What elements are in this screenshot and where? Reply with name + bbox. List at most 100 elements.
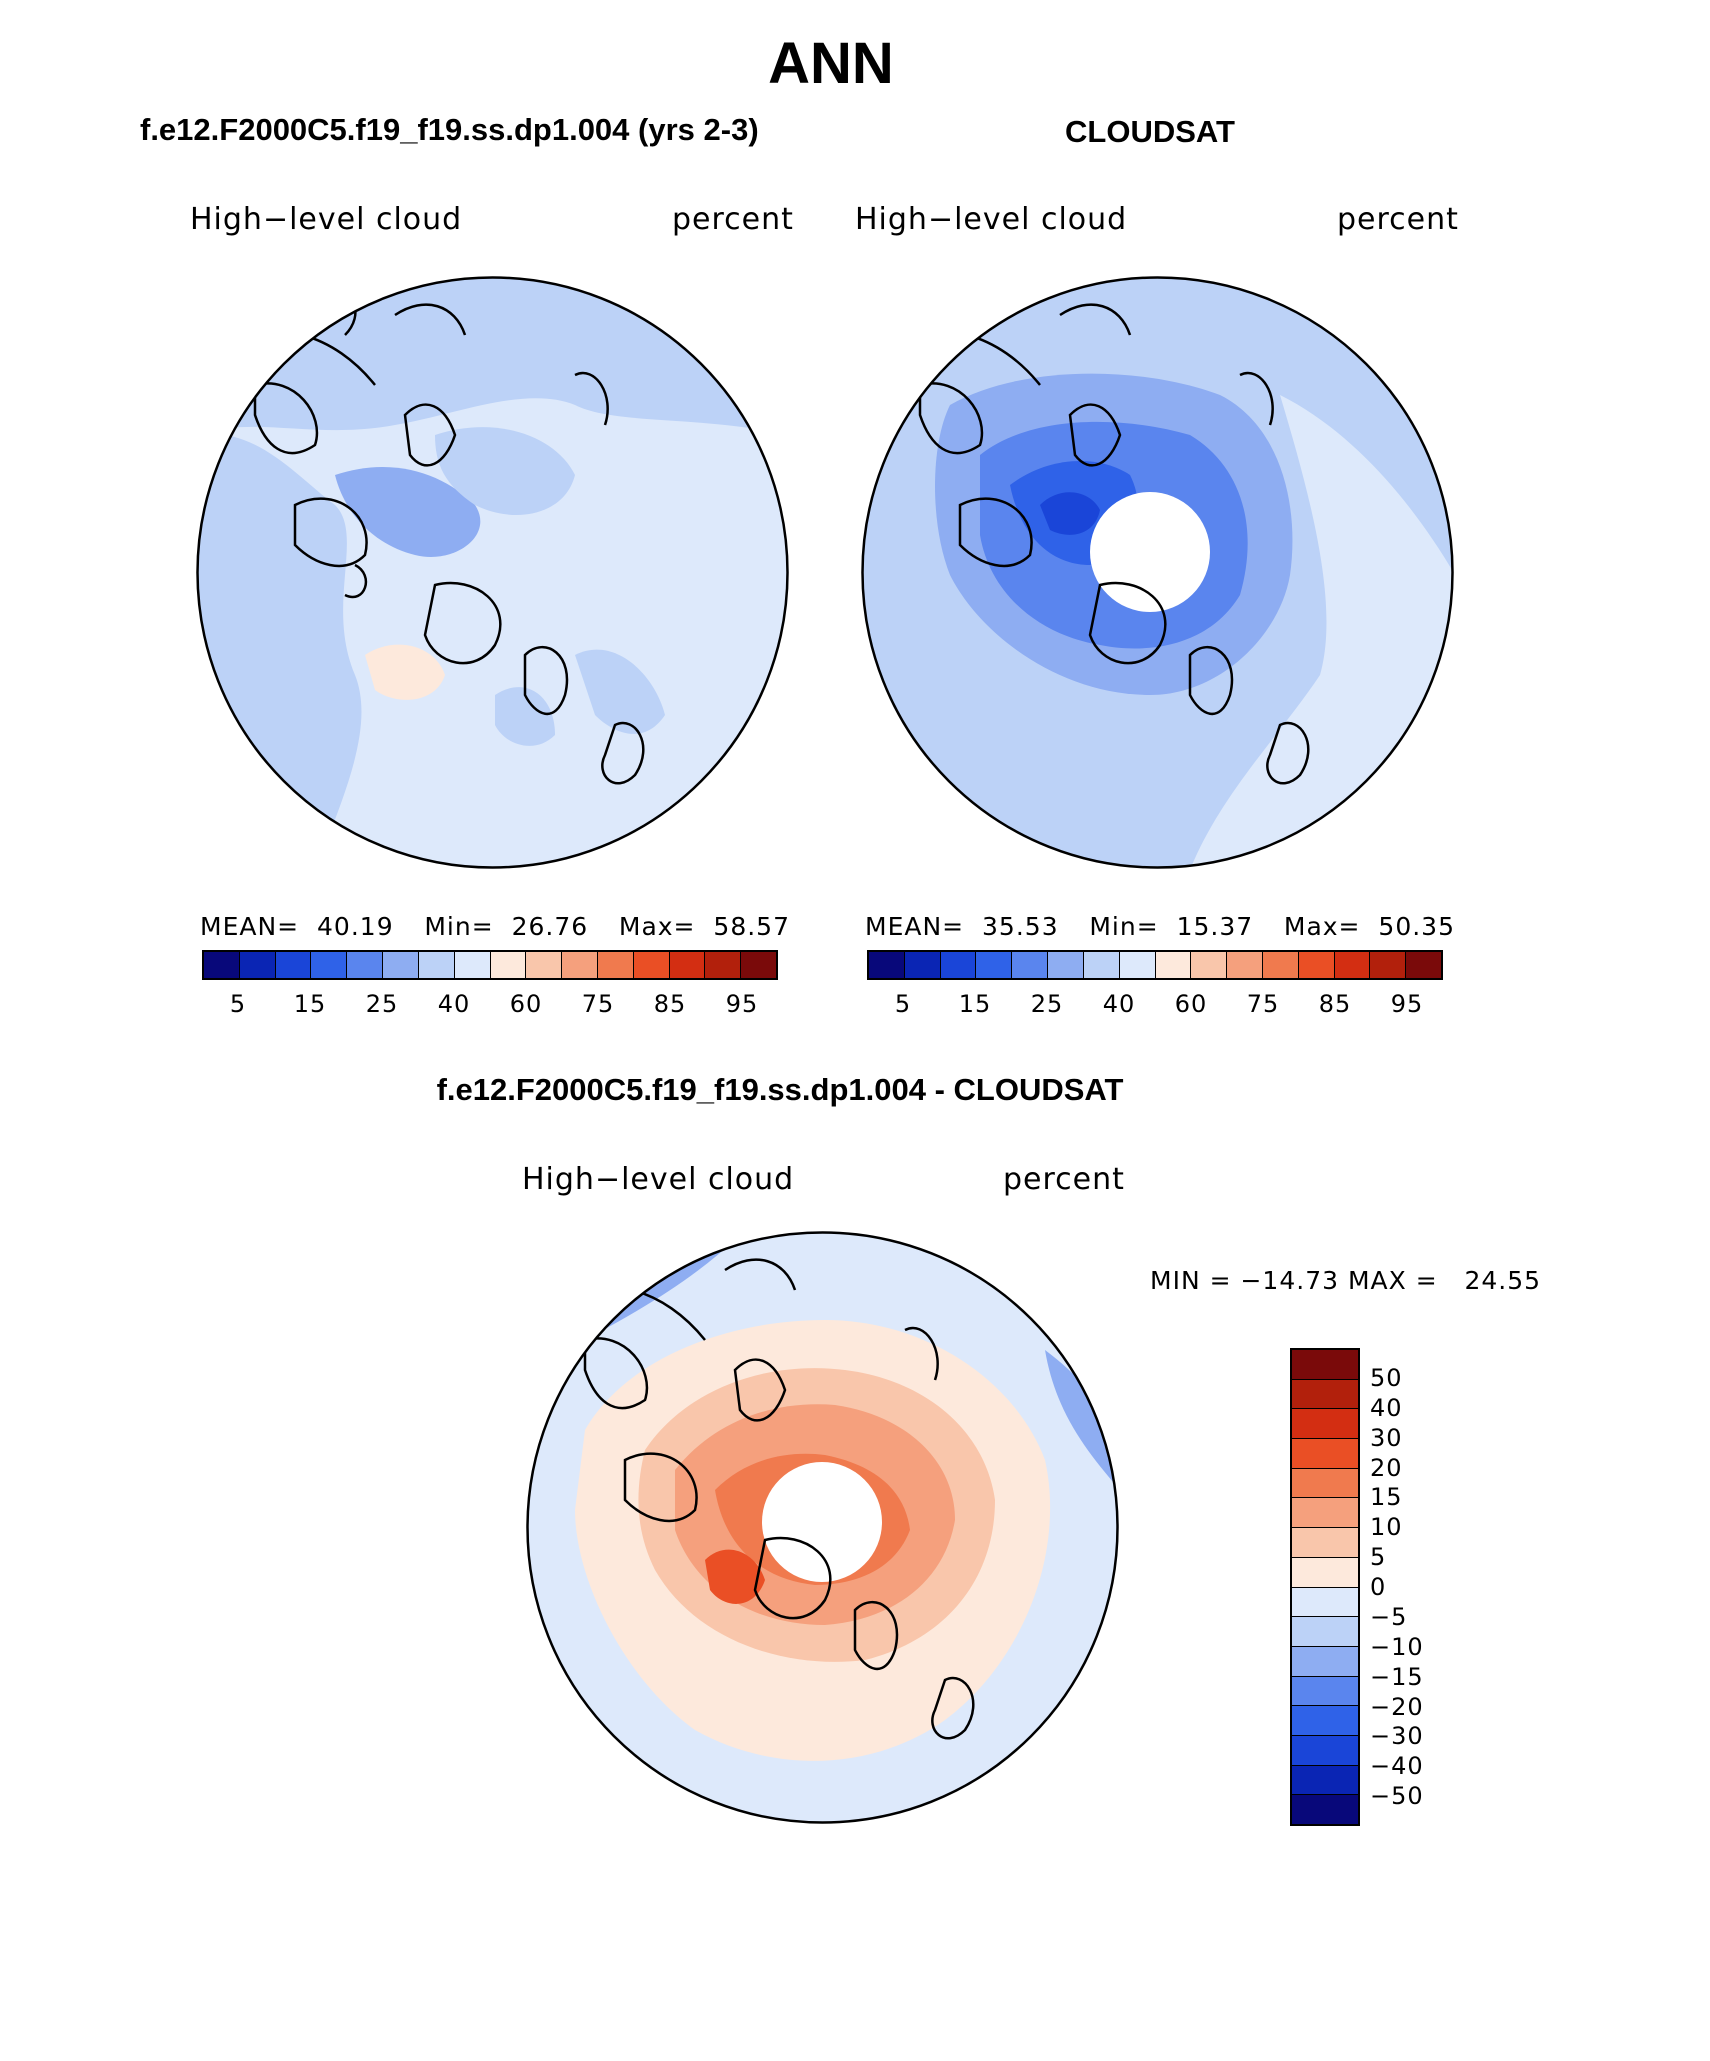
- colorbar-box: [1292, 1350, 1358, 1380]
- max-value: 58.57: [713, 912, 790, 941]
- colorbar-box: [311, 952, 348, 978]
- colorbar-box: [1292, 1557, 1358, 1588]
- colorbar-box: [940, 952, 977, 978]
- colorbar-tick-label: 25: [1030, 990, 1064, 1018]
- colorbar-model: [202, 950, 778, 980]
- colorbar-box: [275, 952, 312, 978]
- colorbar-box: [490, 952, 527, 978]
- colorbar-tick-label: 5: [1370, 1543, 1387, 1572]
- panel-2-variable-label: High−level cloud: [855, 202, 1128, 237]
- colorbar-box: [526, 952, 563, 978]
- main-title: ANN: [768, 31, 894, 96]
- colorbar-box: [1334, 952, 1371, 978]
- map-fill-25-40: [435, 427, 575, 515]
- colorbar-cloudsat-ticks: 5 15 25 40 60 75 85 95: [867, 990, 1443, 1020]
- colorbar-box: [1048, 952, 1084, 978]
- diff-panel-title: f.e12.F2000C5.f19_f19.ss.dp1.004 - CLOUD…: [436, 1072, 1124, 1107]
- map-fill-20-30: [705, 1549, 765, 1604]
- colorbar-tick-label: 15: [958, 990, 992, 1018]
- colorbar-box: [1292, 1587, 1358, 1618]
- colorbar-box: [633, 952, 670, 978]
- colorbar-box: [869, 952, 905, 978]
- colorbar-tick-label: 30: [1370, 1423, 1403, 1452]
- colorbar-box: [239, 952, 276, 978]
- panel-1-variable-label: High−level cloud: [190, 202, 463, 237]
- map-fill-neg20-neg15: [527, 1232, 645, 1310]
- diff-minmax: MIN = −14.73 MAX = 24.55: [1150, 1266, 1542, 1295]
- colorbar-box: [705, 952, 742, 978]
- colorbar-tick-label: 75: [581, 990, 615, 1018]
- colorbar-tick-label: −40: [1370, 1752, 1424, 1781]
- colorbar-box: [1370, 952, 1407, 978]
- panel-2-units-label: percent: [1337, 202, 1459, 237]
- colorbar-box: [1155, 952, 1192, 978]
- colorbar-tick-label: −10: [1370, 1632, 1424, 1661]
- colorbar-tick-label: 15: [1370, 1483, 1403, 1512]
- colorbar-difference-ticks: 50 40 30 20 15 10 5 0 −5 −10 −15 −20 −30 −40 −50: [1370, 1348, 1460, 1826]
- max-value: 50.35: [1378, 912, 1455, 941]
- model-polar-map: [196, 276, 789, 869]
- map-fill-neg15-neg10: [1045, 1350, 1118, 1490]
- colorbar-box: [1083, 952, 1120, 978]
- colorbar-tick-label: 95: [725, 990, 759, 1018]
- map-border: [861, 276, 1454, 869]
- colorbar-tick-label: 40: [1370, 1393, 1403, 1422]
- colorbar-tick-label: 40: [1102, 990, 1136, 1018]
- colorbar-box: [1227, 952, 1263, 978]
- map-fill-15-25: [335, 466, 481, 557]
- colorbar-box: [1298, 952, 1335, 978]
- colorbar-box: [1292, 1617, 1358, 1647]
- colorbar-tick-label: −15: [1370, 1662, 1424, 1691]
- colorbar-difference: [1290, 1348, 1360, 1826]
- colorbar-box: [383, 952, 419, 978]
- colorbar-box: [204, 952, 240, 978]
- colorbar-box: [1292, 1646, 1358, 1677]
- colorbar-tick-label: 25: [365, 990, 399, 1018]
- colorbar-box: [1292, 1498, 1358, 1529]
- colorbar-box: [597, 952, 634, 978]
- colorbar-box: [669, 952, 706, 978]
- map-border: [526, 1231, 1119, 1824]
- max-label: Max=: [1283, 912, 1361, 941]
- colorbar-box: [562, 952, 598, 978]
- map-fill-lowest: [1040, 492, 1100, 535]
- map-fill-25-40: [495, 687, 555, 746]
- colorbar-tick-label: 60: [1174, 990, 1208, 1018]
- colorbar-box: [347, 952, 384, 978]
- colorbar-box: [454, 952, 491, 978]
- panel-2-stats: MEAN= 35.53 Min= 15.37 Max= 50.35: [865, 912, 1455, 941]
- colorbar-tick-label: 15: [293, 990, 327, 1018]
- min-value: 26.76: [511, 912, 589, 941]
- colorbar-box: [1191, 952, 1228, 978]
- colorbar-box: [1292, 1676, 1358, 1707]
- diff-variable-label: High−level cloud: [522, 1162, 795, 1197]
- colorbar-box: [1292, 1735, 1358, 1766]
- colorbar-box: [1292, 1765, 1358, 1796]
- colorbar-tick-label: 60: [509, 990, 543, 1018]
- panel-1-stats: MEAN= 40.19 Min= 26.76 Max= 58.57: [200, 912, 790, 941]
- colorbar-model-ticks: 5 15 25 40 60 75 85 95: [202, 990, 778, 1020]
- colorbar-tick-label: 95: [1390, 990, 1424, 1018]
- min-label: Min=: [424, 912, 494, 941]
- colorbar-box: [1292, 1468, 1358, 1499]
- colorbar-box: [1119, 952, 1156, 978]
- panel-2-title: CLOUDSAT: [1065, 114, 1235, 149]
- colorbar-tick-label: 10: [1370, 1513, 1403, 1542]
- colorbar-tick-label: 75: [1246, 990, 1280, 1018]
- colorbar-cloudsat: [867, 950, 1443, 980]
- missing-data-hole: [762, 1462, 882, 1582]
- colorbar-box: [741, 952, 776, 978]
- colorbar-box: [1292, 1409, 1358, 1440]
- colorbar-box: [976, 952, 1013, 978]
- colorbar-tick-label: 5: [229, 990, 247, 1018]
- colorbar-tick-label: 85: [653, 990, 687, 1018]
- colorbar-box: [904, 952, 941, 978]
- colorbar-box: [1292, 1795, 1358, 1824]
- colorbar-tick-label: 20: [1370, 1453, 1403, 1482]
- colorbar-tick-label: 40: [437, 990, 471, 1018]
- colorbar-tick-label: 50: [1370, 1363, 1403, 1392]
- mean-label: MEAN=: [865, 912, 965, 941]
- colorbar-tick-label: −5: [1370, 1602, 1408, 1631]
- colorbar-box: [1292, 1528, 1358, 1558]
- colorbar-box: [1406, 952, 1441, 978]
